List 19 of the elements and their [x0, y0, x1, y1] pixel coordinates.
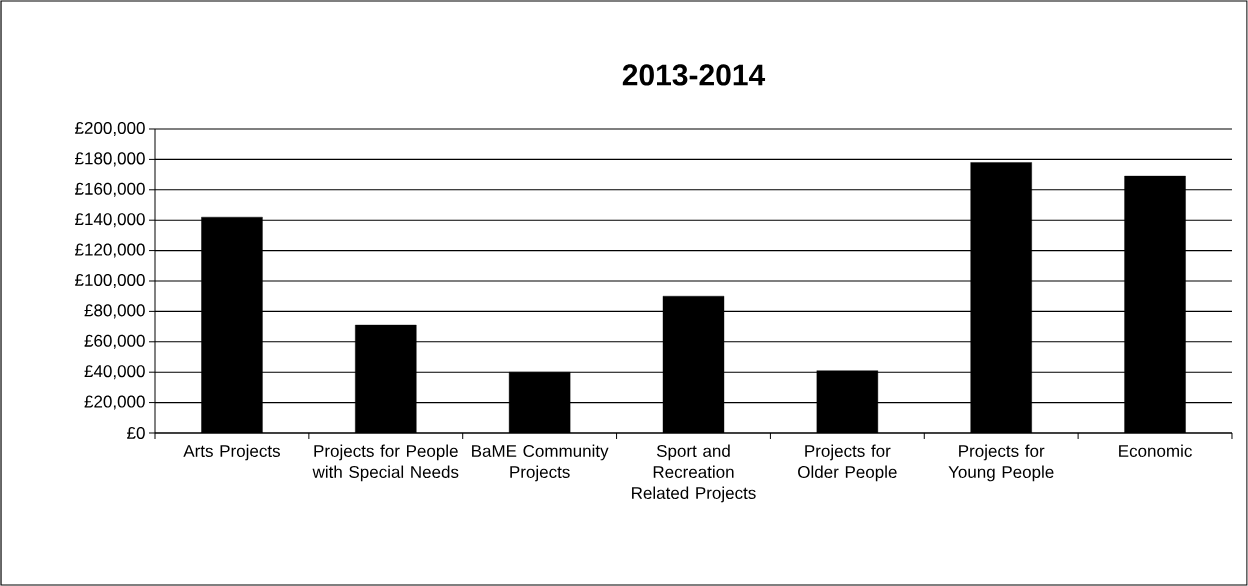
y-tick-label: £60,000: [84, 334, 145, 349]
x-tick-label: Arts Projects: [183, 444, 280, 461]
y-tick-label: £120,000: [75, 243, 145, 258]
x-tick-label: Projects for Older People: [798, 444, 897, 482]
y-tick-label: £160,000: [75, 182, 145, 197]
y-tick-label: £180,000: [75, 152, 145, 167]
x-tick-label: Projects for People with Special Needs: [312, 444, 459, 482]
y-tick-label: £80,000: [84, 304, 145, 319]
chart-title: 2013-2014: [622, 64, 766, 86]
x-tick-label: Economic: [1119, 444, 1192, 458]
y-tick-label: £20,000: [84, 395, 145, 410]
y-tick-label: £100,000: [75, 273, 145, 289]
y-tick-label: £40,000: [84, 365, 145, 380]
y-tick-label: £200,000: [75, 121, 145, 137]
x-tick-label: Sport and Recreation Related Projects: [632, 444, 756, 503]
x-tick-label: BaME Community Projects: [472, 444, 609, 482]
x-tick-label: Projects for Young People: [948, 444, 1054, 482]
y-tick-label: £0: [127, 426, 145, 440]
y-tick-label: £140,000: [75, 213, 145, 228]
